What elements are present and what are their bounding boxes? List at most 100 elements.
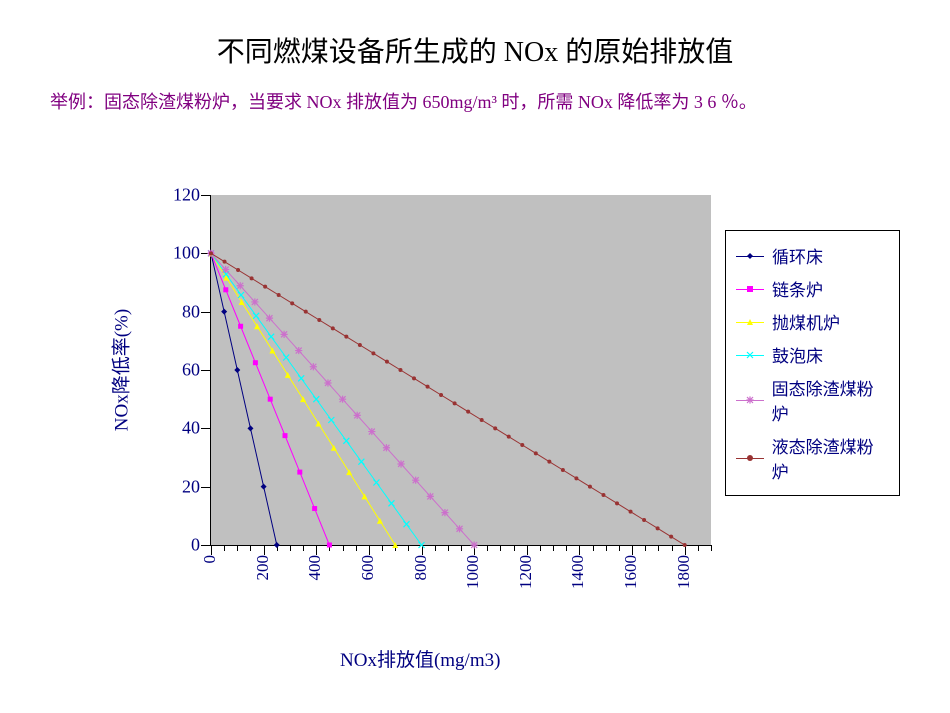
x-minor-tick <box>500 545 502 551</box>
series-marker <box>277 293 281 297</box>
legend-item: 链条炉 <box>736 272 889 305</box>
x-minor-tick <box>593 545 595 551</box>
series-marker <box>383 444 390 451</box>
series-marker <box>683 543 687 547</box>
x-tick-label: 1000 <box>463 555 483 589</box>
chart: NOx降低率(%) NOx排放值(mg/m3) 循环床链条炉抛煤机炉鼓泡床固态除… <box>80 175 900 675</box>
series-marker <box>561 468 565 472</box>
series-marker <box>453 401 457 405</box>
series-marker <box>397 460 404 467</box>
series-marker <box>297 470 302 475</box>
x-minor-tick <box>711 545 713 551</box>
series-marker <box>268 334 274 340</box>
series-marker <box>392 542 398 548</box>
x-tick <box>264 545 266 555</box>
series-marker <box>300 396 306 402</box>
series-marker <box>412 376 416 380</box>
series-marker <box>371 351 375 355</box>
x-minor-tick <box>408 545 410 551</box>
series-marker <box>439 393 443 397</box>
x-minor-tick <box>461 545 463 551</box>
x-minor-tick <box>514 545 516 551</box>
legend-label: 链条炉 <box>772 276 823 301</box>
x-minor-tick <box>224 545 226 551</box>
x-tick-label: 0 <box>200 555 220 564</box>
series-marker <box>615 501 619 505</box>
x-minor-tick <box>606 545 608 551</box>
y-tick-label: 60 <box>160 360 200 381</box>
series-marker <box>310 363 317 370</box>
y-tick <box>201 545 211 547</box>
series-marker <box>327 543 332 548</box>
series-marker <box>354 412 361 419</box>
series-marker <box>223 260 227 264</box>
x-axis-title: NOx排放值(mg/m3) <box>340 645 500 672</box>
legend-item: 鼓泡床 <box>736 338 889 371</box>
x-minor-tick <box>356 545 358 551</box>
series-marker <box>398 368 402 372</box>
series-marker <box>346 469 352 475</box>
legend-swatch <box>736 249 764 263</box>
x-tick-label: 200 <box>253 555 273 581</box>
x-minor-tick <box>553 545 555 551</box>
x-minor-tick <box>487 545 489 551</box>
series-marker <box>312 506 317 511</box>
series-marker <box>466 410 470 414</box>
series-marker <box>427 493 434 500</box>
x-minor-tick <box>237 545 239 551</box>
x-tick-label: 1400 <box>568 555 588 589</box>
x-minor-tick <box>566 545 568 551</box>
series-marker <box>317 318 321 322</box>
series-marker <box>331 326 335 330</box>
legend-label: 抛煤机炉 <box>772 309 840 334</box>
x-minor-tick <box>435 545 437 551</box>
series-marker <box>358 343 362 347</box>
plot-area <box>210 195 711 546</box>
x-tick-label: 800 <box>411 555 431 581</box>
series-marker <box>385 360 389 364</box>
series-marker <box>377 518 383 524</box>
x-tick <box>369 545 371 555</box>
series-marker <box>362 493 368 499</box>
x-tick <box>527 545 529 555</box>
series-marker <box>221 309 227 315</box>
y-tick <box>201 428 211 430</box>
series-marker <box>283 355 289 361</box>
series-marker <box>237 282 244 289</box>
y-tick <box>201 195 211 197</box>
series-marker <box>534 451 538 455</box>
series-marker <box>238 324 243 329</box>
series-marker <box>239 299 245 305</box>
series-marker <box>253 313 259 319</box>
series-marker <box>344 335 348 339</box>
series-marker <box>629 510 633 514</box>
series-marker <box>343 438 349 444</box>
series-marker <box>285 372 291 378</box>
x-tick-label: 600 <box>358 555 378 581</box>
x-tick-label: 1800 <box>674 555 694 589</box>
series-marker <box>471 541 478 548</box>
series-marker <box>234 367 240 373</box>
series-marker <box>268 397 273 402</box>
series-marker <box>238 292 244 298</box>
series-marker <box>574 476 578 480</box>
x-tick-label: 400 <box>305 555 325 581</box>
series-marker <box>209 251 213 255</box>
y-tick-label: 40 <box>160 418 200 439</box>
y-tick <box>201 370 211 372</box>
x-tick <box>316 545 318 555</box>
series-marker <box>223 287 228 292</box>
series-marker <box>426 385 430 389</box>
y-tick-label: 100 <box>160 243 200 264</box>
series-marker <box>283 433 288 438</box>
x-minor-tick <box>250 545 252 551</box>
series-marker <box>480 418 484 422</box>
series-marker <box>266 315 273 322</box>
series-marker <box>290 301 294 305</box>
y-tick-label: 0 <box>160 535 200 556</box>
series-marker <box>331 445 337 451</box>
example-subtitle: 举例：固态除渣煤粉炉，当要求 NOx 排放值为 650mg/m³ 时，所需 NO… <box>0 70 950 125</box>
x-minor-tick <box>658 545 660 551</box>
series-marker <box>261 484 267 490</box>
series-marker <box>669 535 673 539</box>
